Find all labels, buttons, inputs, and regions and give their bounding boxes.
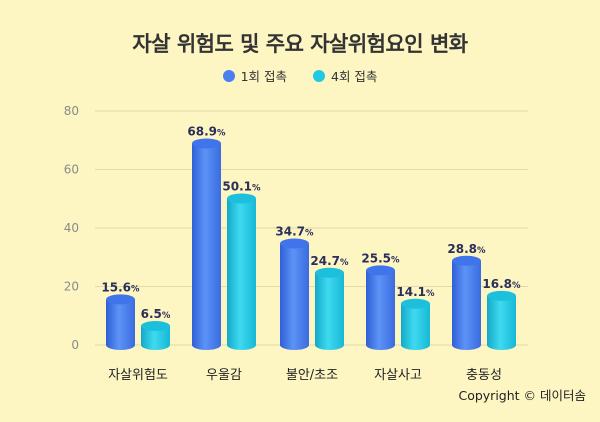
bar-series-1 bbox=[106, 294, 135, 350]
data-label: 68.9% bbox=[187, 124, 226, 138]
data-label: 34.7% bbox=[275, 225, 314, 239]
chart-legend: 1회 접촉 4회 접촉 bbox=[0, 66, 600, 85]
bar-cap bbox=[106, 294, 135, 305]
data-label: 28.8% bbox=[447, 242, 486, 256]
x-tick-label: 자살위험도 bbox=[108, 368, 168, 383]
data-label: 16.8% bbox=[482, 277, 521, 291]
data-label: 14.1% bbox=[396, 285, 435, 299]
bar-body bbox=[280, 243, 309, 350]
bar-series-1 bbox=[366, 265, 395, 350]
legend-item-series-1: 1회 접촉 bbox=[222, 66, 287, 85]
bar-cap bbox=[401, 298, 430, 309]
bar-cap bbox=[192, 138, 221, 149]
bar-series-2 bbox=[315, 267, 344, 350]
x-tick-label: 자살사고 bbox=[374, 368, 422, 383]
bar-body bbox=[487, 295, 516, 350]
bar-cap bbox=[315, 267, 344, 278]
x-tick-label: 우울감 bbox=[206, 368, 242, 383]
bar-series-2 bbox=[227, 193, 256, 350]
x-tick-label: 불안/초조 bbox=[286, 368, 338, 383]
bar-series-2 bbox=[487, 290, 516, 350]
bar-series-1 bbox=[452, 255, 481, 350]
bar-series-1 bbox=[280, 238, 309, 350]
data-label: 15.6% bbox=[101, 280, 140, 294]
y-tick-label: 60 bbox=[64, 163, 79, 177]
legend-label-series-2: 4회 접촉 bbox=[331, 69, 378, 84]
bar-body bbox=[227, 198, 256, 350]
data-label: 24.7% bbox=[310, 254, 349, 268]
y-tick-label: 0 bbox=[71, 338, 79, 352]
bar-series-2 bbox=[401, 298, 430, 350]
y-tick-label: 40 bbox=[64, 221, 79, 235]
bar-body bbox=[366, 270, 395, 350]
legend-item-series-2: 4회 접촉 bbox=[313, 66, 377, 85]
chart-title: 자살 위험도 및 주요 자살위험요인 변화 bbox=[132, 32, 468, 56]
copyright-text: Copyright © 데이터솜 bbox=[458, 388, 586, 403]
bar-body bbox=[315, 272, 344, 350]
bar-cap bbox=[227, 193, 256, 204]
data-label: 6.5% bbox=[141, 307, 171, 321]
bar-body bbox=[401, 303, 430, 350]
bar-cap bbox=[280, 238, 309, 249]
bar-body bbox=[192, 143, 221, 350]
legend-swatch-series-2 bbox=[313, 69, 325, 82]
y-tick-label: 20 bbox=[64, 280, 79, 294]
data-label: 25.5% bbox=[361, 251, 400, 265]
legend-label-series-1: 1회 접촉 bbox=[240, 69, 287, 84]
x-tick-label: 충동성 bbox=[466, 368, 502, 383]
bar-series-2 bbox=[141, 320, 170, 350]
bar-body bbox=[141, 325, 170, 350]
bar-series-1 bbox=[192, 138, 221, 350]
bar-body bbox=[106, 299, 135, 350]
bar-body bbox=[452, 260, 481, 350]
bar-cap bbox=[487, 290, 516, 301]
bar-cap bbox=[141, 320, 170, 331]
legend-swatch-series-1 bbox=[222, 69, 235, 82]
y-tick-label: 80 bbox=[64, 104, 79, 118]
data-label: 50.1% bbox=[222, 179, 261, 193]
bar-cap bbox=[366, 265, 395, 276]
bar-cap bbox=[452, 255, 481, 266]
